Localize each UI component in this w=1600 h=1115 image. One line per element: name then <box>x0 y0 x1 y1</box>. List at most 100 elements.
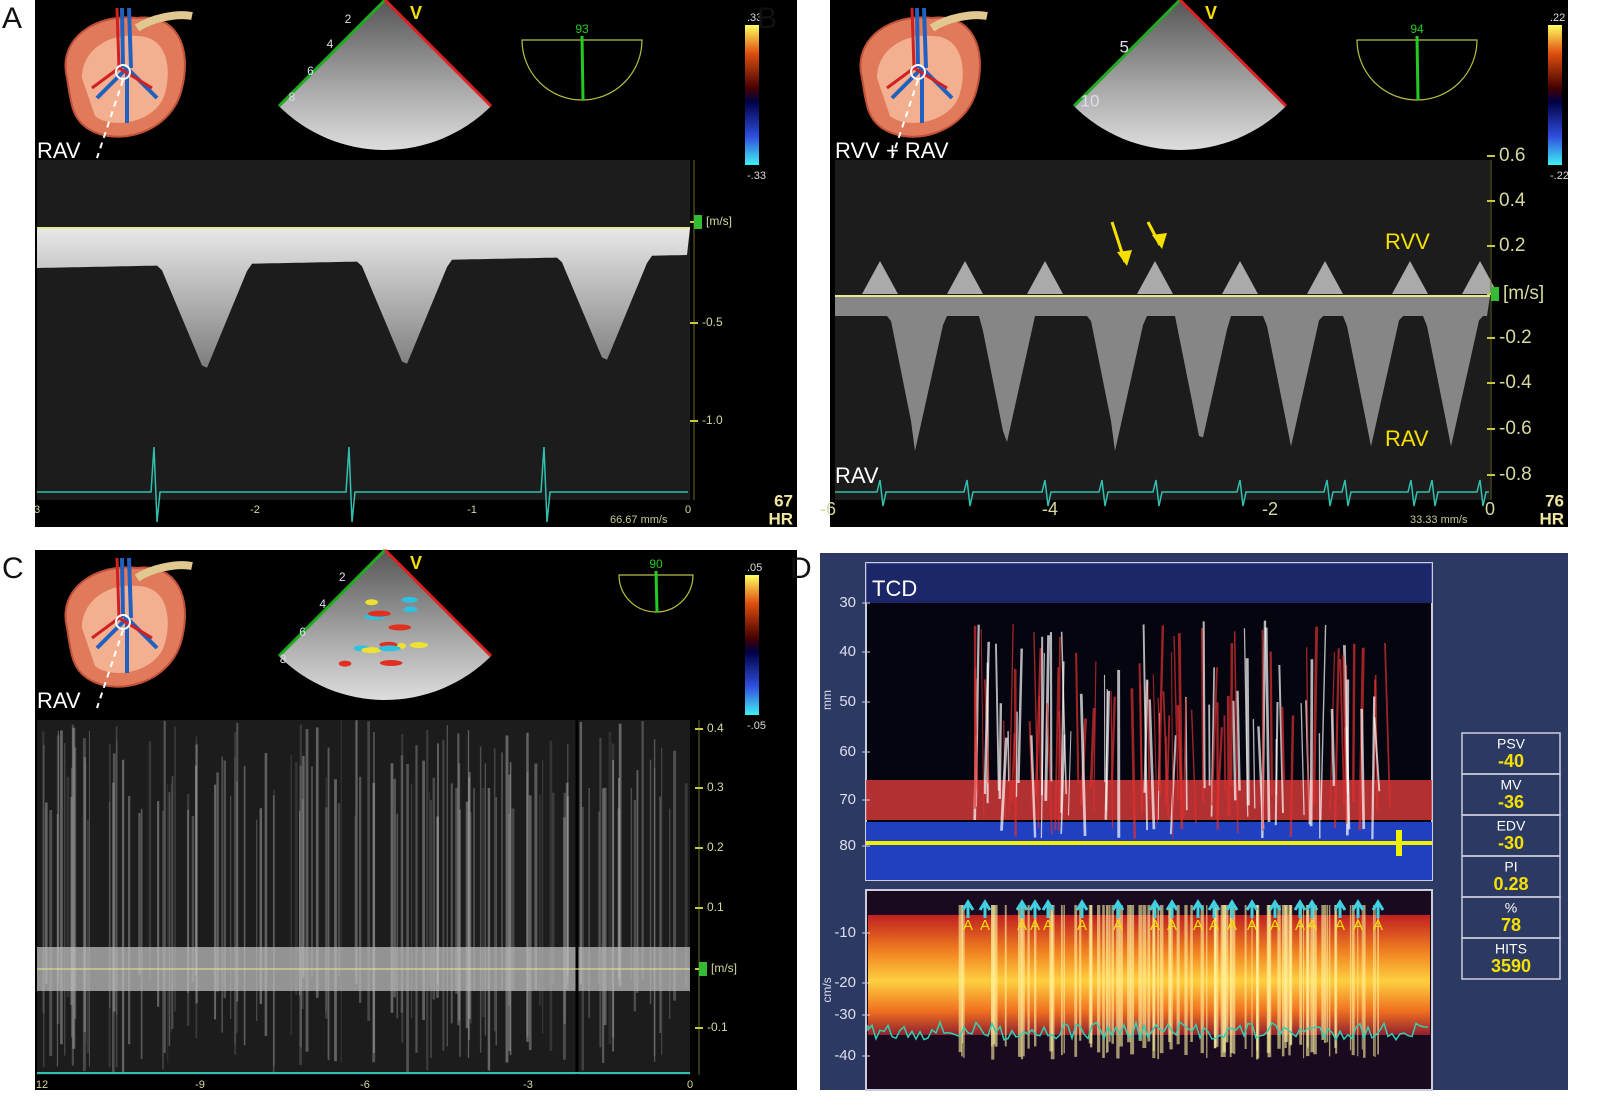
time-tick-label: -6 <box>360 1079 370 1091</box>
embolic-track <box>1360 708 1366 830</box>
embolic-track <box>1373 717 1381 792</box>
embolic-track <box>1342 655 1348 824</box>
embolic-track <box>998 703 1003 799</box>
time-tick-label: -6 <box>820 499 836 519</box>
hit-arrow <box>1245 899 1259 918</box>
hit-marker: A <box>1227 917 1237 934</box>
sector-edge <box>277 548 387 658</box>
color-flow <box>379 659 403 666</box>
color-flow <box>365 599 378 606</box>
hit-marker: A <box>980 917 990 934</box>
depth-tick-label: 40 <box>839 643 856 660</box>
velocity-tick-label: -1.0 <box>702 413 723 427</box>
hit-marker: A <box>1270 917 1280 934</box>
hit-marker: A <box>1247 917 1257 934</box>
embolic-track <box>1140 684 1143 808</box>
measurement-name: PSV <box>1497 736 1526 752</box>
hit-arrow <box>978 899 992 918</box>
measurement-name: MV <box>1501 777 1523 793</box>
embolic-track <box>1173 636 1179 800</box>
embolic-track <box>980 629 985 817</box>
venous-wave <box>1462 261 1498 294</box>
depth-tick: 8 <box>288 90 295 104</box>
embolic-track <box>995 643 1000 791</box>
velocity-tick-label: -20 <box>834 974 856 991</box>
venous-wave <box>862 261 898 294</box>
depth-tick-label: 80 <box>839 837 856 854</box>
hit-arrow <box>1111 899 1125 918</box>
velocity-tick-label: -0.2 <box>1499 327 1532 348</box>
depth-tick: 2 <box>345 12 352 26</box>
color-scale-top: .33 <box>747 12 762 24</box>
velocity-tick-label: -30 <box>834 1006 856 1023</box>
embolic-track <box>1312 626 1319 804</box>
time-tick-label: -2 <box>1262 499 1278 519</box>
embolic-track <box>1067 731 1072 816</box>
color-flow <box>403 606 418 613</box>
embolic-track <box>1229 643 1234 787</box>
embolic-track <box>1171 651 1174 839</box>
embolic-track <box>1211 667 1218 806</box>
venous-wave <box>1307 261 1343 294</box>
panel-label: A <box>2 2 22 35</box>
embolic-track <box>1200 628 1205 802</box>
hit-arrow <box>1041 899 1055 918</box>
color-flow <box>401 596 418 603</box>
embolic-track <box>1309 659 1314 827</box>
angle-value: 90 <box>649 557 663 571</box>
angle-needle <box>580 35 585 101</box>
measurement-value: 0.28 <box>1493 874 1528 894</box>
embolic-track <box>1093 661 1097 812</box>
embolic-track <box>1008 624 1014 814</box>
baseline-marker <box>694 215 702 229</box>
probe-mark: V <box>410 3 422 23</box>
hit-marker: A <box>1193 917 1203 934</box>
spectrogram <box>37 160 690 500</box>
depth-tick: 4 <box>319 597 326 611</box>
site-label: RAV <box>37 138 81 163</box>
embolic-track <box>1232 700 1237 801</box>
velocity-tick-label: -0.6 <box>1499 418 1532 439</box>
depth-tick: 6 <box>307 64 314 78</box>
embolic-track <box>1176 705 1183 797</box>
depth-tick: 8 <box>280 652 287 666</box>
depth-tick-label: 60 <box>839 743 856 760</box>
annotation: RAV <box>1385 426 1429 451</box>
angle-gauge <box>618 574 694 613</box>
hit-arrow <box>1148 899 1162 918</box>
embolic-track <box>1245 658 1250 806</box>
embolic-track <box>1320 624 1327 821</box>
color-bar <box>745 575 759 715</box>
embolic-track <box>1278 664 1284 813</box>
blue-band <box>866 822 1432 880</box>
panel-label: B <box>757 2 777 35</box>
hit-marker: A <box>1030 917 1040 934</box>
hit-arrow <box>961 899 975 918</box>
velocity-tick-label: [m/s] <box>711 961 737 975</box>
sector-edge <box>383 548 493 658</box>
axis-title: mm <box>820 690 834 710</box>
depth-tick: 4 <box>327 37 334 51</box>
ecg-trace <box>37 446 688 523</box>
measurement-name: EDV <box>1497 818 1526 834</box>
envelope-trace <box>867 1019 1429 1042</box>
venous-wave <box>1027 261 1063 294</box>
embolic-track <box>1226 696 1231 817</box>
color-flow <box>378 645 401 652</box>
hit-arrow <box>1207 899 1221 918</box>
hit-marker: A <box>1295 917 1305 934</box>
time-tick-label: 0 <box>1485 499 1495 519</box>
spectrogram <box>37 720 690 1075</box>
baseline-marker <box>1491 287 1499 301</box>
time-tick-label: 0 <box>685 504 691 516</box>
angle-needle <box>1415 35 1420 101</box>
time-tick-label: 12 <box>36 1079 48 1091</box>
embolic-track <box>1157 625 1165 792</box>
velocity-tick-label: -0.1 <box>707 1020 728 1034</box>
venous-wave <box>1222 261 1258 294</box>
embolic-track <box>1089 707 1096 789</box>
embolic-track <box>1333 648 1340 829</box>
doppler-envelope <box>37 228 690 368</box>
depth-tick: 2 <box>339 570 346 584</box>
